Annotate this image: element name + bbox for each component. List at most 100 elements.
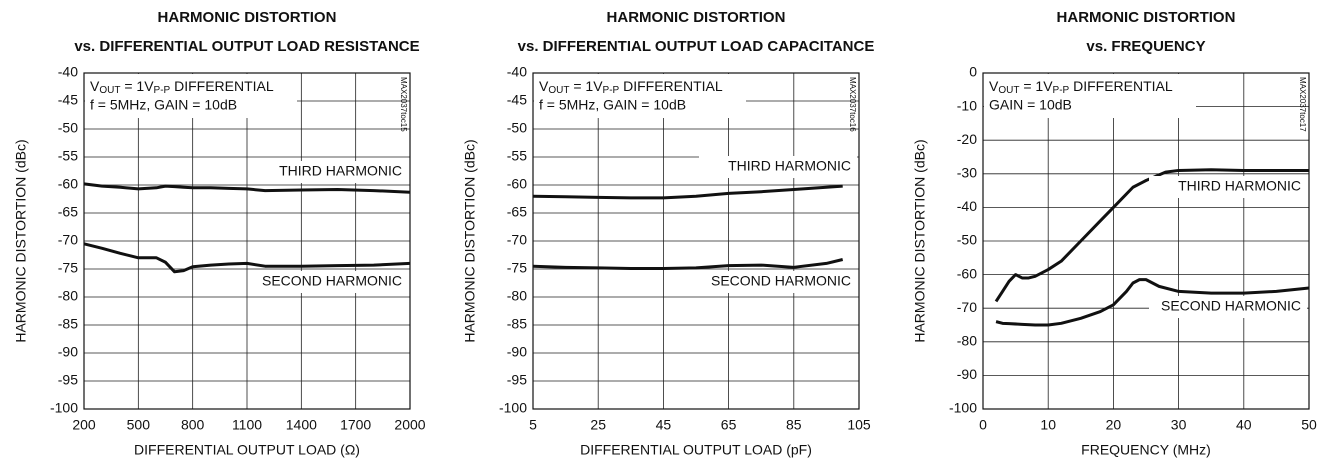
y-axis-label: HARMONIC DISTORTION (dBc) — [912, 139, 928, 342]
y-axis-label: HARMONIC DISTORTION (dBc) — [462, 139, 478, 342]
series-label: THIRD HARMONIC — [279, 163, 402, 179]
y-tick-label: -60 — [507, 176, 527, 192]
line — [532, 184, 843, 200]
annotation-line: GAIN = 10dB — [989, 97, 1072, 113]
y-tick-label: -60 — [957, 265, 977, 281]
y-tick-label: -65 — [58, 204, 78, 220]
tag: MAX2037toc17 — [1298, 77, 1307, 132]
series-label: SECOND HARMONIC — [711, 273, 851, 289]
x-tick-label: 0 — [979, 417, 987, 433]
y-tick-label: -40 — [58, 64, 78, 80]
annotation-line: VOUT = 1VP-P DIFFERENTIAL — [90, 78, 274, 96]
y-tick-label: -40 — [957, 198, 977, 214]
annotation-part: = 1V — [1019, 78, 1053, 94]
chart-title: HARMONIC DISTORTION — [1057, 9, 1236, 26]
y-tick-label: -70 — [507, 232, 527, 248]
x-tick-label: 50 — [1301, 417, 1317, 433]
plot-frame — [532, 72, 860, 410]
x-tick-label: 65 — [721, 417, 737, 433]
x-tick-label: 105 — [847, 417, 871, 433]
annotation-part: P-P — [154, 85, 171, 96]
label-bg — [250, 161, 408, 183]
y-tick-label: -90 — [58, 344, 78, 360]
chart-title: HARMONIC DISTORTION — [158, 9, 337, 26]
series-label: THIRD HARMONIC — [728, 158, 851, 174]
line — [83, 242, 411, 274]
x-tick-label: 25 — [590, 417, 606, 433]
plot-frame — [83, 72, 411, 410]
y-tick-label: -100 — [50, 400, 78, 416]
y-tick-label: -85 — [507, 316, 527, 332]
series-label: SECOND HARMONIC — [1161, 298, 1301, 314]
y-tick-label: -50 — [58, 120, 78, 136]
y-tick-label: -75 — [58, 260, 78, 276]
chart-title: HARMONIC DISTORTION — [607, 9, 786, 26]
label-bg — [699, 271, 857, 293]
tag: MAX2037toc15 — [399, 77, 408, 132]
y-tick-label: -85 — [58, 316, 78, 332]
x-tick-label: 800 — [181, 417, 205, 433]
y-tick-label: -90 — [507, 344, 527, 360]
annotation-part: DIFFERENTIAL — [1069, 78, 1173, 94]
annotation-line: VOUT = 1VP-P DIFFERENTIAL — [539, 78, 723, 96]
x-tick-label: 30 — [1171, 417, 1187, 433]
y-tick-label: -80 — [957, 333, 977, 349]
annotation-box — [534, 74, 746, 118]
y-tick-label: -95 — [507, 372, 527, 388]
y-tick-label: -55 — [507, 148, 527, 164]
y-tick-label: -10 — [957, 97, 977, 113]
annotation-part: P-P — [1053, 85, 1070, 96]
y-tick-label: -60 — [58, 176, 78, 192]
label-bg — [1149, 176, 1307, 198]
annotation-part: OUT — [99, 85, 120, 96]
y-tick-label: -45 — [58, 92, 78, 108]
annotation-part: = 1V — [569, 78, 603, 94]
annotation-part: DIFFERENTIAL — [619, 78, 723, 94]
x-tick-label: 1400 — [286, 417, 317, 433]
annotation-part: V — [989, 78, 999, 94]
label-bg — [1149, 296, 1307, 318]
x-axis-label: FREQUENCY (MHz) — [1081, 442, 1211, 458]
x-tick-label: 20 — [1106, 417, 1122, 433]
annotation-box — [85, 74, 297, 118]
y-tick-label: -65 — [507, 204, 527, 220]
y-tick-label: -70 — [957, 299, 977, 315]
y-tick-label: -80 — [507, 288, 527, 304]
chart-subtitle: vs. DIFFERENTIAL OUTPUT LOAD CAPACITANCE — [518, 38, 875, 55]
annotation-part: V — [539, 78, 549, 94]
annotation-part: P-P — [603, 85, 620, 96]
x-tick-label: 40 — [1236, 417, 1252, 433]
annotation-part: OUT — [998, 85, 1019, 96]
series-label: SECOND HARMONIC — [262, 273, 402, 289]
y-tick-label: -90 — [957, 366, 977, 382]
line — [994, 168, 1309, 303]
y-tick-label: -100 — [949, 400, 977, 416]
y-tick-label: -30 — [957, 165, 977, 181]
x-axis-label: DIFFERENTIAL OUTPUT LOAD (Ω) — [134, 442, 360, 458]
y-tick-label: -75 — [507, 260, 527, 276]
x-axis-label: DIFFERENTIAL OUTPUT LOAD (pF) — [580, 442, 812, 458]
label-bg — [250, 271, 408, 293]
line — [995, 278, 1310, 327]
x-tick-label: 10 — [1040, 417, 1056, 433]
x-tick-label: 1700 — [340, 417, 371, 433]
y-tick-label: -70 — [58, 232, 78, 248]
x-tick-label: 500 — [127, 417, 151, 433]
label-bg — [699, 156, 857, 178]
y-tick-label: -40 — [507, 64, 527, 80]
y-tick-label: -80 — [58, 288, 78, 304]
annotation-part: V — [90, 78, 100, 94]
y-tick-label: -50 — [957, 232, 977, 248]
line — [532, 258, 844, 270]
annotation-box — [984, 74, 1196, 118]
annotation-line: f = 5MHz, GAIN = 10dB — [539, 97, 686, 113]
chart-subtitle: vs. FREQUENCY — [1086, 38, 1205, 55]
line — [83, 182, 411, 194]
tag: MAX2037toc16 — [848, 77, 857, 132]
y-tick-label: -50 — [507, 120, 527, 136]
series-label: THIRD HARMONIC — [1178, 178, 1301, 194]
annotation-line: VOUT = 1VP-P DIFFERENTIAL — [989, 78, 1173, 96]
annotation-part: = 1V — [120, 78, 154, 94]
annotation-part: DIFFERENTIAL — [170, 78, 274, 94]
